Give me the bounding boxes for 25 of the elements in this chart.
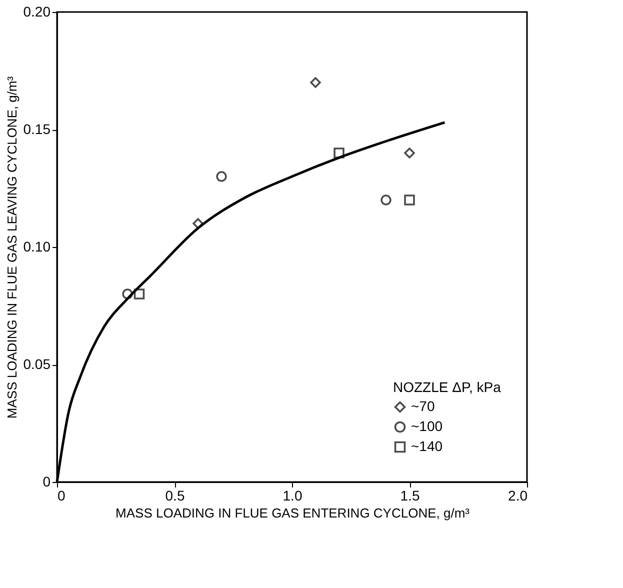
x-axis-title: MASS LOADING IN FLUE GAS ENTERING CYCLONE, g/m³: [116, 506, 470, 520]
legend-title: NOZZLE ΔP, kPa: [393, 379, 502, 395]
x-tick-label: 0: [58, 488, 66, 504]
point: [404, 194, 415, 206]
x-tick-label: 1.0: [282, 488, 302, 504]
y-axis-title: MASS LOADING IN FLUE GAS LEAVING CYCLONE, g/m³: [4, 76, 20, 419]
point: [334, 148, 344, 158]
y-tick-label: 0: [42, 474, 51, 490]
y-tick-label: 0.05: [23, 356, 51, 372]
point: [404, 148, 415, 158]
legend-label: ~140: [411, 438, 443, 454]
y-tick-label: 0.10: [23, 238, 51, 254]
legend-label: ~100: [411, 418, 443, 434]
point: [216, 171, 227, 182]
x-tick-label: 2.0: [508, 488, 528, 504]
point: [192, 218, 204, 229]
point: [134, 288, 145, 300]
legend-label: ~70: [411, 398, 435, 414]
point: [380, 194, 392, 206]
y-tick-label: 0.15: [23, 121, 51, 137]
point: [122, 288, 133, 300]
y-tick-label: 0.20: [23, 4, 51, 20]
x-tick-label: 1.5: [400, 488, 420, 504]
x-tick-label: 0.5: [165, 488, 185, 504]
point: [310, 77, 321, 88]
